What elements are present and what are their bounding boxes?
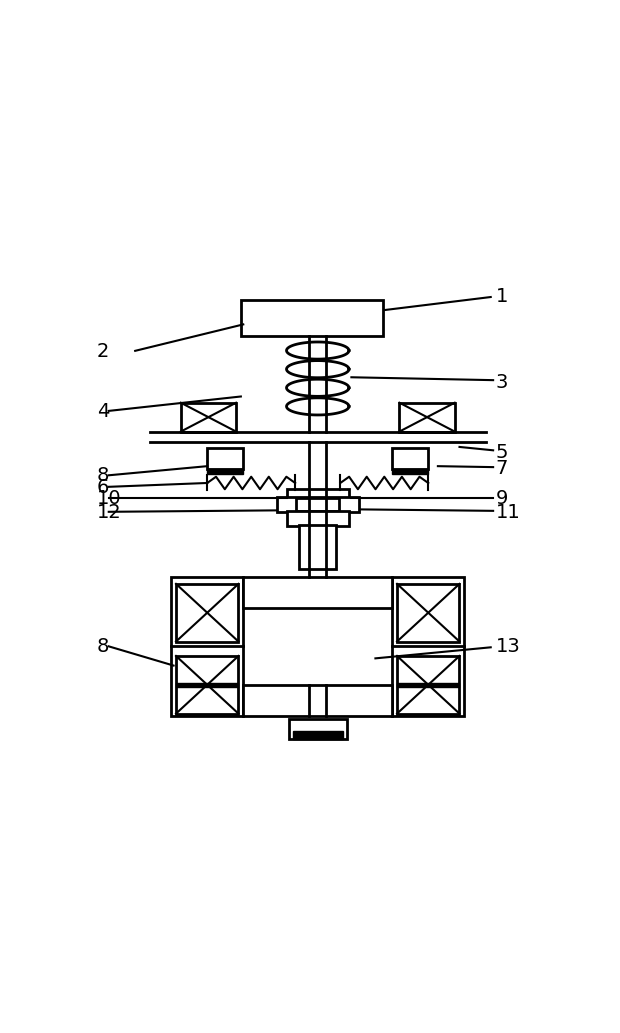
Text: 2: 2 [97, 342, 109, 361]
Bar [397, 584, 459, 641]
Bar [286, 511, 349, 527]
Bar [277, 498, 358, 512]
Bar [289, 720, 347, 739]
Bar [207, 448, 243, 469]
Bar [293, 731, 343, 739]
Bar [241, 301, 383, 337]
Bar [397, 683, 459, 687]
Bar [181, 403, 236, 432]
Text: 3: 3 [495, 373, 508, 392]
Bar [171, 576, 243, 716]
Text: 8: 8 [97, 637, 109, 656]
Bar [176, 683, 239, 687]
Bar [207, 469, 243, 474]
Bar [392, 469, 428, 474]
Bar [176, 656, 239, 714]
Text: 12: 12 [97, 503, 122, 522]
Text: 10: 10 [97, 489, 122, 508]
Text: 5: 5 [495, 442, 508, 462]
Text: 13: 13 [495, 637, 520, 656]
Bar [392, 576, 464, 716]
Bar [286, 489, 349, 500]
Text: 7: 7 [495, 459, 508, 477]
Bar [176, 584, 239, 641]
Text: 6: 6 [97, 477, 109, 497]
Text: 11: 11 [495, 503, 520, 522]
Bar [397, 656, 459, 714]
Bar [392, 448, 428, 469]
Bar [299, 526, 336, 569]
Bar [243, 576, 392, 608]
Text: 8: 8 [97, 466, 109, 486]
Text: 1: 1 [495, 286, 508, 306]
Bar [243, 685, 392, 716]
Text: 9: 9 [495, 489, 508, 508]
Text: 4: 4 [97, 402, 109, 420]
Bar [399, 403, 454, 432]
Bar [296, 499, 339, 511]
